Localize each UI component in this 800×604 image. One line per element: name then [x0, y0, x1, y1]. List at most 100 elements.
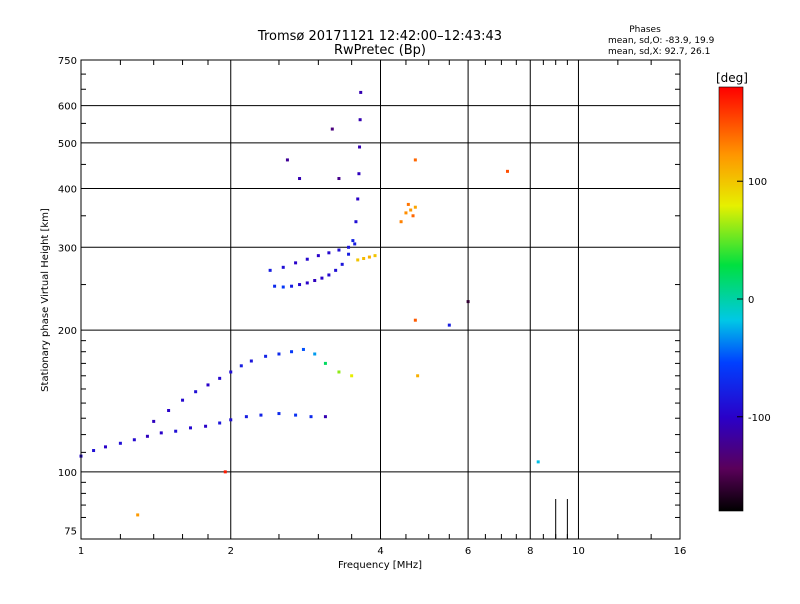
echo-point	[301, 347, 305, 351]
x-tick-label: 1	[78, 546, 84, 557]
echo-point	[357, 172, 361, 176]
echo-point	[264, 354, 268, 358]
echo-point	[204, 424, 208, 428]
echo-point	[356, 197, 360, 201]
grid-lines	[81, 60, 680, 539]
echo-point	[298, 283, 302, 287]
echo-point	[239, 364, 243, 368]
echo-point	[309, 415, 313, 419]
echo-point	[277, 412, 281, 416]
echo-point	[358, 118, 362, 122]
echo-point	[152, 419, 156, 423]
echo-point	[406, 202, 410, 206]
echo-point	[290, 284, 294, 288]
colorbar-label: [deg]	[716, 71, 748, 85]
echo-point	[305, 257, 309, 261]
echo-point	[145, 434, 149, 438]
phase-stats-x: mean, sd,X: 92.7, 26.1	[608, 47, 710, 57]
echo-point	[285, 158, 289, 162]
echo-point	[259, 413, 263, 417]
chart-title: Tromsø 20171121 12:42:00–12:43:43	[257, 29, 502, 44]
echo-point	[413, 158, 417, 162]
y-tick-label: 75	[64, 527, 77, 538]
echo-point	[409, 208, 413, 212]
echo-point	[505, 169, 509, 173]
echo-point	[337, 370, 341, 374]
colorbar-tick-label: -100	[748, 413, 771, 424]
y-tick-label: 750	[58, 56, 77, 67]
y-axis-ticks: 75 100 200 300 400 500 600 750	[58, 56, 680, 538]
echo-point	[277, 352, 281, 356]
echo-point	[367, 255, 371, 259]
echo-point	[356, 258, 360, 262]
echo-point	[305, 281, 309, 285]
y-axis-label: Stationary phase Virtual Height [km]	[40, 208, 51, 392]
echo-point	[229, 418, 233, 422]
echo-point	[313, 279, 317, 283]
echo-point	[330, 127, 334, 131]
y-tick-label: 100	[58, 468, 77, 479]
echo-point	[316, 254, 320, 258]
echo-point	[416, 374, 420, 378]
x-tick-label: 2	[228, 546, 234, 557]
echo-point	[337, 177, 341, 181]
colorbar-tick-label: 100	[748, 177, 767, 188]
x-axis-label: Frequency [MHz]	[338, 560, 422, 571]
echo-point	[229, 370, 233, 374]
echo-point	[373, 254, 377, 258]
echo-point	[103, 445, 107, 449]
echo-point	[340, 262, 344, 266]
echo-point	[244, 415, 248, 419]
echo-point	[281, 285, 285, 289]
echo-point	[181, 398, 185, 402]
echo-point	[323, 361, 327, 365]
echo-point	[351, 239, 355, 243]
echo-point	[281, 265, 285, 269]
echo-point	[118, 441, 122, 445]
echo-point	[334, 268, 338, 272]
echo-point	[132, 438, 136, 442]
x-tick-label: 8	[527, 546, 533, 557]
chart-subtitle: RwPretec (Bp)	[334, 43, 426, 58]
echo-point	[218, 376, 222, 380]
echo-point	[347, 252, 351, 256]
echo-point	[294, 413, 298, 417]
echo-point	[194, 390, 198, 394]
echo-point	[136, 513, 140, 517]
phase-stats-o: mean, sd,O: -83.9, 19.9	[608, 36, 715, 46]
colorbar-tick-label: 0	[748, 295, 754, 306]
echo-point	[313, 352, 317, 356]
y-tick-label: 400	[58, 184, 77, 195]
echo-point	[298, 177, 302, 181]
echo-point	[399, 220, 403, 224]
echo-point	[159, 431, 163, 435]
echo-point	[358, 145, 362, 149]
echo-point	[466, 300, 470, 304]
echo-point	[359, 90, 363, 94]
echo-point	[218, 421, 222, 425]
echo-point	[290, 350, 294, 354]
echo-point	[447, 323, 451, 327]
echo-point	[404, 211, 408, 215]
echo-point	[223, 470, 227, 474]
y-tick-label: 600	[58, 102, 77, 113]
echo-point	[294, 261, 298, 265]
y-tick-label: 500	[58, 139, 77, 150]
phase-stats-heading: Phases	[629, 25, 661, 35]
echo-point	[347, 245, 351, 249]
echo-point	[413, 205, 417, 209]
x-tick-label: 4	[377, 546, 383, 557]
echo-point	[273, 284, 277, 288]
x-tick-label: 16	[674, 546, 687, 557]
plot-frame	[80, 59, 681, 540]
echo-point	[327, 273, 331, 277]
echo-point	[411, 214, 415, 218]
echo-points	[79, 90, 540, 517]
echo-point	[362, 256, 366, 260]
echo-point	[249, 359, 253, 363]
echo-point	[167, 409, 171, 413]
echo-point	[354, 220, 358, 224]
echo-point	[92, 449, 96, 453]
